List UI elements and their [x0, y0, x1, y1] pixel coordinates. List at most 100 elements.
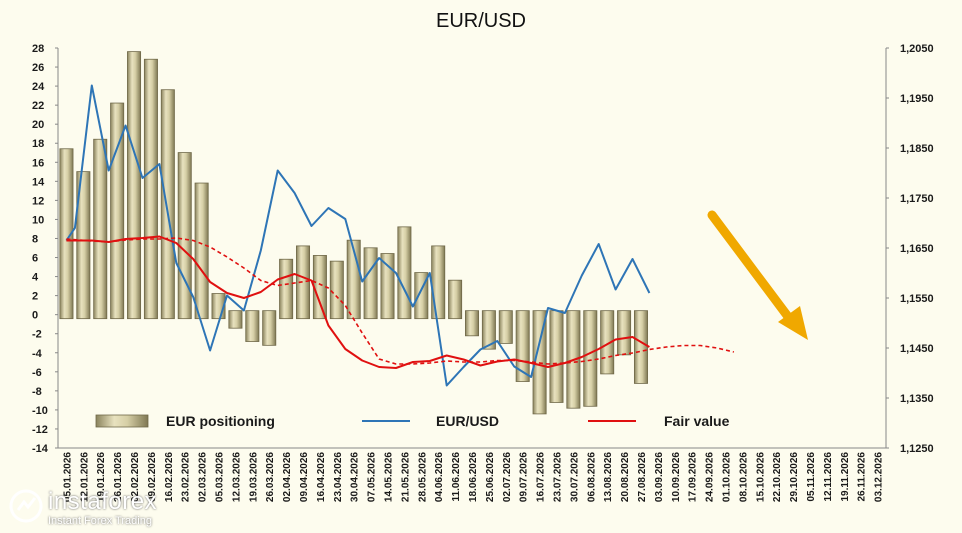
bar-eur-positioning [498, 310, 513, 344]
x-tick-label: 03.12.2026 [874, 452, 885, 502]
x-tick-label: 23.04.2026 [333, 452, 344, 502]
bar-eur-positioning [194, 182, 209, 320]
x-tick-label: 02.02.2026 [130, 452, 141, 502]
bar-eur-positioning [228, 310, 243, 329]
x-tick-label: 16.02.2026 [164, 452, 175, 502]
watermark-logo: instaforex Instant Forex Trading [6, 486, 206, 530]
x-tick-label: 12.11.2026 [823, 452, 834, 502]
left-tick-label: 24 [32, 81, 45, 93]
left-tick-label: 20 [32, 119, 44, 131]
x-tick-label: 30.04.2026 [350, 452, 361, 502]
bar-eur-positioning [245, 310, 260, 342]
x-tick-label: 29.10.2026 [789, 452, 800, 502]
series-line-eur-usd [65, 84, 651, 387]
left-tick-label: 28 [32, 43, 44, 55]
right-tick-label: 1,1250 [900, 443, 934, 455]
x-tick-label: 20.08.2026 [620, 452, 631, 502]
x-tick-label: 02.04.2026 [282, 452, 293, 502]
x-tick-label: 16.07.2026 [536, 452, 547, 502]
left-tick-label: -10 [32, 405, 48, 417]
trend-arrow [707, 210, 808, 340]
x-tick-label: 09.07.2026 [519, 452, 530, 502]
bar-eur-positioning [633, 310, 648, 384]
x-tick-label: 16.04.2026 [316, 452, 327, 502]
bar-eur-positioning [481, 310, 496, 350]
left-tick-label: -2 [32, 329, 42, 341]
lines-layer [65, 84, 735, 387]
x-tick-label: 19.03.2026 [248, 452, 259, 502]
x-tick-label: 02.07.2026 [502, 452, 513, 502]
x-tick-label: 28.05.2026 [417, 452, 428, 502]
left-tick-label: 2 [32, 291, 38, 303]
left-tick-label: -8 [32, 386, 42, 398]
x-tick-label: 11.06.2026 [451, 452, 462, 502]
bar-eur-positioning [515, 310, 530, 382]
bar-eur-positioning [127, 51, 142, 320]
x-tick-label: 04.06.2026 [434, 452, 445, 502]
legend-label-fair-value: Fair value [664, 413, 730, 429]
x-tick-label: 18.06.2026 [468, 452, 479, 502]
right-tick-label: 1,1550 [900, 293, 934, 305]
instaforex-logo-icon [9, 489, 43, 523]
bar-eur-positioning [177, 152, 192, 320]
bar-eur-positioning [143, 58, 158, 320]
left-tick-label: 18 [32, 138, 44, 150]
bar-eur-positioning [363, 247, 378, 320]
x-tick-label: 17.09.2026 [688, 452, 699, 502]
bar-eur-positioning [262, 310, 277, 346]
bar-eur-positioning [93, 138, 108, 320]
bar-eur-positioning [465, 310, 479, 337]
legend-swatch-eur-positioning [95, 414, 149, 428]
bar-eur-positioning [617, 310, 632, 356]
left-tick-label: 10 [32, 214, 44, 226]
x-tick-label: 12.03.2026 [231, 452, 242, 502]
x-tick-label: 05.11.2026 [806, 452, 817, 502]
x-tick-label: 25.06.2026 [485, 452, 496, 502]
left-tick-label: -6 [32, 367, 42, 379]
x-tick-label: 09.04.2026 [299, 452, 310, 502]
x-tick-label: 05.01.2026 [62, 452, 73, 502]
right-tick-label: 1,2050 [900, 43, 934, 55]
bar-eur-positioning [448, 279, 463, 320]
legend-layer: EUR positioning EUR/USD Fair value [95, 413, 730, 429]
series-line-forecast [66, 237, 735, 365]
left-tick-label: -14 [32, 443, 49, 455]
left-tick-label: 22 [32, 100, 44, 112]
bar-eur-positioning [431, 245, 446, 320]
bar-eur-positioning [397, 226, 412, 320]
x-tick-label: 26.03.2026 [265, 452, 276, 502]
left-tick-label: 26 [32, 62, 44, 74]
series-line-fair-value [66, 235, 650, 369]
chart-title: EUR/USD [435, 10, 526, 32]
right-tick-label: 1,1950 [900, 93, 934, 105]
axes-layer: 2826242220181614121086420-2-4-6-8-10-12-… [32, 43, 934, 502]
x-tick-label: 27.08.2026 [637, 452, 648, 502]
x-tick-label: 26.11.2026 [857, 452, 868, 502]
bars-layer [59, 51, 648, 415]
x-tick-label: 15.10.2026 [755, 452, 766, 502]
right-tick-label: 1,1350 [900, 393, 934, 405]
right-tick-label: 1,1850 [900, 143, 934, 155]
left-tick-label: -4 [32, 348, 43, 360]
x-tick-label: 26.01.2026 [113, 452, 124, 502]
legend-label-eur-positioning: EUR positioning [166, 413, 275, 429]
left-tick-label: 12 [32, 195, 44, 207]
bar-eur-positioning [329, 260, 344, 320]
bar-eur-positioning [296, 245, 311, 320]
x-tick-label: 14.05.2026 [384, 452, 395, 502]
bar-eur-positioning [160, 89, 175, 320]
bar-eur-positioning [583, 310, 598, 407]
x-tick-label: 23.07.2026 [552, 452, 563, 502]
x-tick-label: 07.05.2026 [367, 452, 378, 502]
left-tick-label: 4 [32, 272, 39, 284]
x-tick-label: 30.07.2026 [569, 452, 580, 502]
x-tick-label: 22.10.2026 [772, 452, 783, 502]
x-tick-label: 02.03.2026 [198, 452, 209, 502]
right-tick-label: 1,1750 [900, 193, 934, 205]
left-tick-label: 14 [32, 176, 45, 188]
watermark-name: instaforex [48, 488, 158, 515]
watermark-tagline: Instant Forex Trading [48, 515, 152, 527]
x-tick-label: 09.02.2026 [147, 452, 158, 502]
bar-eur-positioning [59, 148, 74, 320]
